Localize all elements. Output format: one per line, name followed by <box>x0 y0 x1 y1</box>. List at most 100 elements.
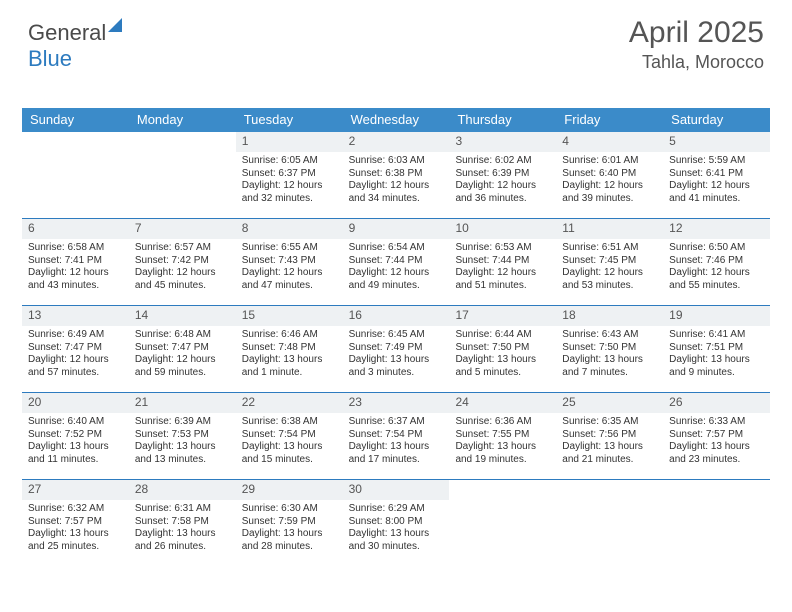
sunset-line: Sunset: 7:55 PM <box>455 429 550 442</box>
sunset-line: Sunset: 7:59 PM <box>242 516 337 529</box>
sunrise-line: Sunrise: 6:29 AM <box>349 503 444 516</box>
day-number: 29 <box>236 480 343 500</box>
cell-body: Sunrise: 6:35 AMSunset: 7:56 PMDaylight:… <box>556 413 663 472</box>
day-number: 1 <box>236 132 343 152</box>
calendar-cell: 10Sunrise: 6:53 AMSunset: 7:44 PMDayligh… <box>449 219 556 305</box>
calendar-cell: 12Sunrise: 6:50 AMSunset: 7:46 PMDayligh… <box>663 219 770 305</box>
calendar-cell: 22Sunrise: 6:38 AMSunset: 7:54 PMDayligh… <box>236 393 343 479</box>
sunset-line: Sunset: 8:00 PM <box>349 516 444 529</box>
day-number: 23 <box>343 393 450 413</box>
sunrise-line: Sunrise: 6:05 AM <box>242 155 337 168</box>
cell-body: Sunrise: 6:31 AMSunset: 7:58 PMDaylight:… <box>129 500 236 559</box>
daylight-line: Daylight: 12 hours and 45 minutes. <box>135 267 230 292</box>
dow-label: Friday <box>556 108 663 132</box>
sunrise-line: Sunrise: 6:58 AM <box>28 242 123 255</box>
day-number: 20 <box>22 393 129 413</box>
dow-label: Thursday <box>449 108 556 132</box>
calendar-cell: 4Sunrise: 6:01 AMSunset: 6:40 PMDaylight… <box>556 132 663 218</box>
cell-body: Sunrise: 6:43 AMSunset: 7:50 PMDaylight:… <box>556 326 663 385</box>
calendar-cell: 2Sunrise: 6:03 AMSunset: 6:38 PMDaylight… <box>343 132 450 218</box>
daylight-line: Daylight: 12 hours and 59 minutes. <box>135 354 230 379</box>
cell-body: Sunrise: 6:40 AMSunset: 7:52 PMDaylight:… <box>22 413 129 472</box>
sunrise-line: Sunrise: 6:36 AM <box>455 416 550 429</box>
daylight-line: Daylight: 12 hours and 55 minutes. <box>669 267 764 292</box>
calendar: SundayMondayTuesdayWednesdayThursdayFrid… <box>22 108 770 566</box>
cell-body: Sunrise: 6:49 AMSunset: 7:47 PMDaylight:… <box>22 326 129 385</box>
daylight-line: Daylight: 13 hours and 23 minutes. <box>669 441 764 466</box>
cell-body: Sunrise: 6:36 AMSunset: 7:55 PMDaylight:… <box>449 413 556 472</box>
calendar-cell: 6Sunrise: 6:58 AMSunset: 7:41 PMDaylight… <box>22 219 129 305</box>
sunrise-line: Sunrise: 6:51 AM <box>562 242 657 255</box>
cell-body: Sunrise: 6:53 AMSunset: 7:44 PMDaylight:… <box>449 239 556 298</box>
sunset-line: Sunset: 7:56 PM <box>562 429 657 442</box>
brand-name-1: General <box>28 20 106 45</box>
day-number: 26 <box>663 393 770 413</box>
daylight-line: Daylight: 12 hours and 51 minutes. <box>455 267 550 292</box>
dow-label: Sunday <box>22 108 129 132</box>
calendar-cell: 27Sunrise: 6:32 AMSunset: 7:57 PMDayligh… <box>22 480 129 566</box>
sunrise-line: Sunrise: 6:03 AM <box>349 155 444 168</box>
cell-body: Sunrise: 6:39 AMSunset: 7:53 PMDaylight:… <box>129 413 236 472</box>
calendar-cell: 5Sunrise: 5:59 AMSunset: 6:41 PMDaylight… <box>663 132 770 218</box>
daylight-line: Daylight: 13 hours and 9 minutes. <box>669 354 764 379</box>
sunset-line: Sunset: 7:44 PM <box>349 255 444 268</box>
sunrise-line: Sunrise: 5:59 AM <box>669 155 764 168</box>
sunrise-line: Sunrise: 6:40 AM <box>28 416 123 429</box>
dow-label: Wednesday <box>343 108 450 132</box>
calendar-cell: 3Sunrise: 6:02 AMSunset: 6:39 PMDaylight… <box>449 132 556 218</box>
daylight-line: Daylight: 13 hours and 19 minutes. <box>455 441 550 466</box>
day-number: 28 <box>129 480 236 500</box>
cell-body <box>449 500 556 509</box>
cell-body: Sunrise: 6:32 AMSunset: 7:57 PMDaylight:… <box>22 500 129 559</box>
daylight-line: Daylight: 13 hours and 13 minutes. <box>135 441 230 466</box>
sunset-line: Sunset: 7:53 PM <box>135 429 230 442</box>
calendar-cell <box>22 132 129 218</box>
location-subtitle: Tahla, Morocco <box>629 52 764 73</box>
cell-body: Sunrise: 6:29 AMSunset: 8:00 PMDaylight:… <box>343 500 450 559</box>
daylight-line: Daylight: 12 hours and 43 minutes. <box>28 267 123 292</box>
daylight-line: Daylight: 13 hours and 15 minutes. <box>242 441 337 466</box>
cell-body: Sunrise: 5:59 AMSunset: 6:41 PMDaylight:… <box>663 152 770 211</box>
sunset-line: Sunset: 7:48 PM <box>242 342 337 355</box>
cell-body: Sunrise: 6:01 AMSunset: 6:40 PMDaylight:… <box>556 152 663 211</box>
calendar-cell <box>449 480 556 566</box>
dow-label: Saturday <box>663 108 770 132</box>
day-number: 22 <box>236 393 343 413</box>
sunset-line: Sunset: 6:41 PM <box>669 168 764 181</box>
sunset-line: Sunset: 7:42 PM <box>135 255 230 268</box>
calendar-cell: 13Sunrise: 6:49 AMSunset: 7:47 PMDayligh… <box>22 306 129 392</box>
cell-body: Sunrise: 6:02 AMSunset: 6:39 PMDaylight:… <box>449 152 556 211</box>
sunrise-line: Sunrise: 6:48 AM <box>135 329 230 342</box>
sunset-line: Sunset: 7:51 PM <box>669 342 764 355</box>
cell-body: Sunrise: 6:03 AMSunset: 6:38 PMDaylight:… <box>343 152 450 211</box>
daylight-line: Daylight: 12 hours and 39 minutes. <box>562 180 657 205</box>
brand-name-2: Blue <box>28 46 72 71</box>
day-number: 13 <box>22 306 129 326</box>
sunrise-line: Sunrise: 6:55 AM <box>242 242 337 255</box>
sunrise-line: Sunrise: 6:33 AM <box>669 416 764 429</box>
calendar-cell: 24Sunrise: 6:36 AMSunset: 7:55 PMDayligh… <box>449 393 556 479</box>
day-number: 5 <box>663 132 770 152</box>
sunrise-line: Sunrise: 6:30 AM <box>242 503 337 516</box>
sunrise-line: Sunrise: 6:45 AM <box>349 329 444 342</box>
calendar-week: 13Sunrise: 6:49 AMSunset: 7:47 PMDayligh… <box>22 306 770 393</box>
sunrise-line: Sunrise: 6:43 AM <box>562 329 657 342</box>
sunrise-line: Sunrise: 6:32 AM <box>28 503 123 516</box>
sunrise-line: Sunrise: 6:38 AM <box>242 416 337 429</box>
cell-body: Sunrise: 6:46 AMSunset: 7:48 PMDaylight:… <box>236 326 343 385</box>
sunrise-line: Sunrise: 6:46 AM <box>242 329 337 342</box>
daylight-line: Daylight: 13 hours and 1 minute. <box>242 354 337 379</box>
sunset-line: Sunset: 7:49 PM <box>349 342 444 355</box>
calendar-cell: 9Sunrise: 6:54 AMSunset: 7:44 PMDaylight… <box>343 219 450 305</box>
sunset-line: Sunset: 7:58 PM <box>135 516 230 529</box>
page-title: April 2025 <box>629 16 764 50</box>
day-number: 11 <box>556 219 663 239</box>
daylight-line: Daylight: 13 hours and 21 minutes. <box>562 441 657 466</box>
brand-logo: General Blue <box>28 20 122 72</box>
cell-body: Sunrise: 6:50 AMSunset: 7:46 PMDaylight:… <box>663 239 770 298</box>
sunset-line: Sunset: 7:47 PM <box>135 342 230 355</box>
calendar-cell: 30Sunrise: 6:29 AMSunset: 8:00 PMDayligh… <box>343 480 450 566</box>
cell-body <box>663 500 770 509</box>
cell-body: Sunrise: 6:44 AMSunset: 7:50 PMDaylight:… <box>449 326 556 385</box>
dow-label: Tuesday <box>236 108 343 132</box>
